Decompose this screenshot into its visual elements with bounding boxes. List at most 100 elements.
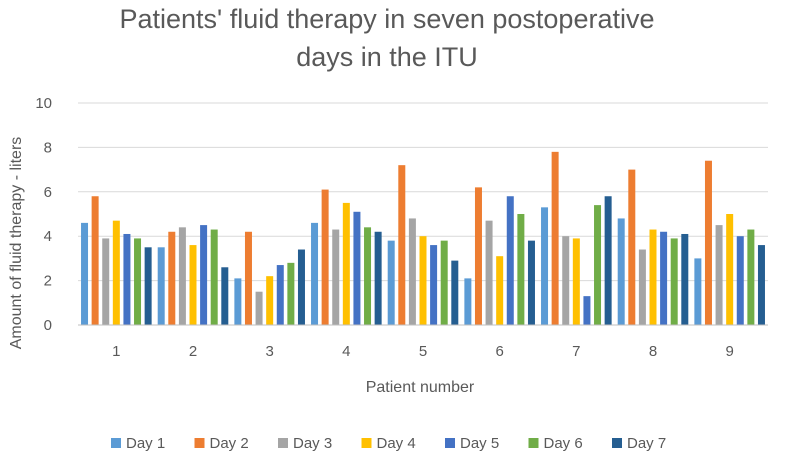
bar-patient-8-day-2: [628, 169, 636, 325]
legend-item-day-4: Day 4: [361, 435, 416, 452]
bar-patient-5-day-6: [440, 240, 448, 325]
x-axis-title: Patient number: [366, 379, 475, 396]
bar-patient-3-day-7: [297, 249, 305, 325]
bar-patient-3-day-1: [234, 278, 242, 325]
bars: [81, 151, 765, 325]
legend-label: Day 1: [126, 435, 165, 452]
chart-title-line-1: Patients' fluid therapy in seven postope…: [120, 4, 655, 34]
bar-patient-6-day-6: [517, 214, 525, 325]
bar-patient-9-day-5: [736, 236, 744, 325]
bar-patient-2-day-2: [168, 231, 176, 325]
chart-title: Patients' fluid therapy in seven postope…: [120, 4, 655, 72]
bar-patient-7-day-5: [583, 296, 591, 325]
legend-item-day-2: Day 2: [194, 435, 249, 452]
bar-patient-4-day-6: [364, 227, 372, 325]
x-tick-label: 3: [265, 343, 273, 360]
bar-patient-1-day-4: [112, 220, 120, 325]
bar-patient-1-day-5: [123, 233, 131, 325]
bar-patient-3-day-2: [244, 231, 252, 325]
bar-patient-7-day-2: [551, 151, 559, 325]
bar-patient-7-day-3: [562, 236, 570, 325]
legend-label: Day 4: [377, 435, 416, 452]
y-axis-title: Amount of fluid therapy - liters: [8, 137, 25, 350]
bar-patient-5-day-4: [419, 236, 427, 325]
legend-swatch: [278, 438, 288, 448]
bar-patient-6-day-2: [474, 187, 482, 325]
y-axis-ticks: 0 2 4 6 8 10: [35, 95, 52, 334]
legend-label: Day 5: [460, 435, 499, 452]
bar-patient-1-day-3: [102, 238, 110, 325]
bar-patient-2-day-5: [200, 225, 208, 325]
bar-patient-6-day-4: [496, 256, 504, 325]
bar-patient-3-day-3: [255, 291, 263, 325]
bar-patient-8-day-3: [638, 249, 646, 325]
bar-patient-6-day-5: [506, 196, 514, 325]
legend-swatch: [111, 438, 121, 448]
y-tick-label: 0: [44, 317, 52, 334]
bar-patient-8-day-5: [660, 231, 668, 325]
bar-patient-4-day-3: [332, 229, 340, 325]
legend: Day 1 Day 2 Day 3 Day 4 Day 5 Day 6 Day 7: [111, 435, 666, 452]
legend-label: Day 2: [210, 435, 249, 452]
legend-swatch: [445, 438, 455, 448]
bar-patient-6-day-1: [464, 278, 472, 325]
bar-patient-4-day-5: [353, 211, 361, 325]
x-tick-label: 8: [649, 343, 657, 360]
bar-patient-7-day-6: [594, 205, 602, 325]
bar-patient-4-day-4: [342, 202, 350, 325]
legend-item-day-3: Day 3: [278, 435, 332, 452]
bar-patient-6-day-7: [527, 240, 535, 325]
y-tick-label: 2: [44, 273, 52, 290]
bar-patient-5-day-3: [408, 218, 416, 325]
x-tick-label: 6: [495, 343, 503, 360]
bar-patient-8-day-1: [617, 218, 625, 325]
bar-patient-9-day-2: [704, 160, 712, 325]
bar-patient-7-day-7: [604, 196, 612, 325]
bar-patient-9-day-1: [694, 258, 702, 325]
legend-swatch: [612, 438, 622, 448]
x-axis-ticks: 1 2 3 4 5 6 7 8 9: [112, 343, 734, 360]
bar-patient-8-day-4: [649, 229, 657, 325]
bar-patient-9-day-3: [715, 225, 723, 325]
bar-patient-4-day-1: [311, 222, 319, 325]
legend-swatch: [361, 438, 372, 448]
chart-title-line-2: days in the ITU: [296, 42, 478, 72]
legend-item-day-5: Day 5: [445, 435, 499, 452]
bar-patient-5-day-2: [398, 165, 406, 325]
legend-label: Day 7: [627, 435, 666, 452]
legend-item-day-1: Day 1: [111, 435, 165, 452]
bar-patient-2-day-3: [178, 227, 186, 325]
bar-patient-5-day-5: [430, 245, 438, 325]
bar-patient-4-day-7: [374, 231, 382, 325]
x-tick-label: 2: [189, 343, 197, 360]
x-tick-label: 4: [342, 343, 350, 360]
bar-patient-9-day-7: [757, 245, 765, 325]
bar-patient-3-day-5: [276, 265, 284, 325]
bar-patient-5-day-1: [387, 240, 395, 325]
bar-patient-9-day-6: [747, 229, 755, 325]
legend-swatch: [194, 438, 205, 448]
bar-patient-8-day-7: [681, 233, 689, 325]
bar-patient-9-day-4: [726, 214, 734, 325]
bar-patient-1-day-1: [81, 222, 89, 325]
legend-swatch: [528, 438, 539, 448]
bar-patient-1-day-6: [134, 238, 142, 325]
bar-patient-1-day-2: [91, 196, 99, 325]
bar-patient-2-day-7: [221, 267, 229, 325]
bar-patient-6-day-3: [485, 220, 493, 325]
y-tick-label: 6: [44, 184, 52, 201]
bar-patient-5-day-7: [451, 260, 459, 325]
legend-item-day-6: Day 6: [528, 435, 583, 452]
bar-patient-1-day-7: [144, 247, 152, 325]
bar-patient-2-day-4: [189, 245, 197, 325]
bar-patient-3-day-4: [266, 276, 274, 325]
bar-patient-7-day-4: [572, 238, 580, 325]
x-tick-label: 9: [725, 343, 733, 360]
legend-label: Day 3: [293, 435, 332, 452]
bar-patient-2-day-6: [210, 229, 218, 325]
legend-item-day-7: Day 7: [612, 435, 666, 452]
bar-patient-2-day-1: [157, 247, 165, 325]
x-tick-label: 5: [419, 343, 427, 360]
x-tick-label: 7: [572, 343, 580, 360]
